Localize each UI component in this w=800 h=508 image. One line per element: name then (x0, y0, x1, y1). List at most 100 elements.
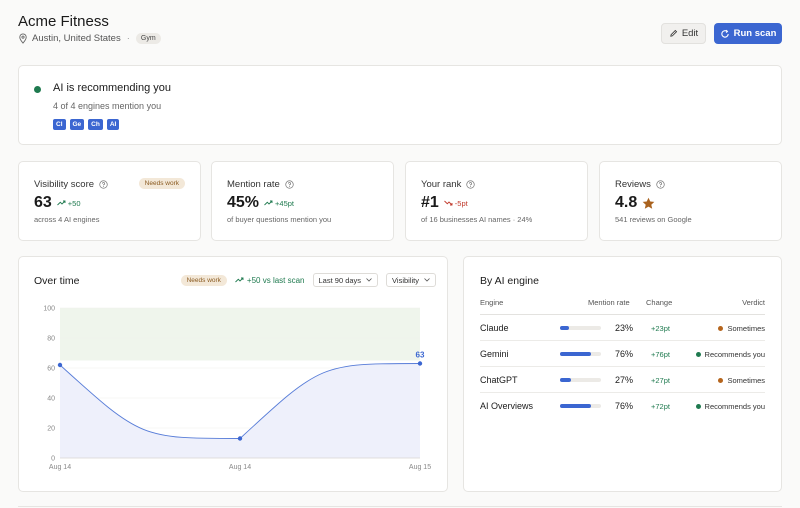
metric-foot: across 4 AI engines (34, 215, 100, 224)
engine-name: Gemini (480, 349, 509, 359)
help-icon[interactable] (99, 180, 108, 189)
col-mention-rate: Mention rate (588, 298, 630, 307)
metric-card-rank: Your rank #1 -5pt of 16 businesses AI na… (405, 161, 588, 241)
x-tick-label: Aug 14 (229, 464, 251, 471)
metric-foot: of 16 businesses AI names · 24% (421, 215, 533, 224)
metric-change: -5pt (443, 198, 468, 208)
status-card: AI is recommending you 4 of 4 engines me… (18, 65, 782, 145)
metric-value: 45% (227, 194, 260, 211)
range-select-value: Last 90 days (318, 275, 362, 285)
trend-down-icon (443, 200, 453, 206)
y-tick-label: 80 (47, 336, 55, 343)
y-tick-label: 0 (51, 456, 55, 463)
verdict-text: Sometimes (727, 324, 765, 333)
metric-change: +45pt (264, 199, 294, 208)
metric-change-text: -5pt (454, 198, 468, 208)
engine-name: AI Overviews (480, 401, 534, 411)
business-name: Acme Fitness (18, 13, 109, 30)
col-engine: Engine (480, 298, 504, 307)
metric-value-row: 4.8 (615, 194, 655, 212)
data-point (57, 362, 63, 368)
bottom-divider (18, 506, 782, 507)
series-area (60, 363, 420, 458)
data-point (237, 436, 243, 441)
pencil-icon (670, 29, 677, 37)
verdict-text: Recommends you (704, 350, 765, 359)
verdict-text: Sometimes (727, 376, 765, 385)
mention-bar-fill (560, 378, 572, 382)
metric-label: Visibility score (34, 179, 108, 190)
table-row[interactable]: Gemini 76% +76pt Recommends you (480, 341, 765, 367)
status-subtitle: 4 of 4 engines mention you (53, 101, 162, 111)
star-icon (642, 197, 655, 209)
needs-work-badge: Needs work (138, 178, 185, 189)
verdict: Recommends you (695, 350, 765, 359)
range-select[interactable]: Last 90 days (312, 273, 379, 287)
change-value: +27pt (651, 376, 670, 385)
table-row[interactable]: AI Overviews 76% +72pt Recommends you (480, 393, 765, 419)
over-time-chart: 0 20 40 60 80 100 63 Aug 14 Aug 14 Aug 15 (43, 306, 431, 472)
metric-select[interactable]: Visibility (386, 273, 436, 287)
mention-bar-fill (560, 352, 592, 356)
location-separator: · (126, 33, 130, 44)
edit-button-label: Edit (681, 28, 699, 39)
metric-change-text: +50 (67, 198, 81, 208)
metric-value: 63 (34, 194, 52, 211)
help-icon[interactable] (466, 180, 475, 189)
status-dot (34, 86, 41, 93)
table-row[interactable]: Claude 23% +23pt Sometimes (480, 315, 765, 341)
mention-bar-fill (560, 404, 592, 408)
help-icon[interactable] (656, 180, 665, 189)
engine-name: Claude (480, 323, 509, 333)
verdict-dot (695, 404, 701, 409)
mention-rate-value: 23% (614, 323, 633, 333)
table-row[interactable]: ChatGPT 27% +27pt Sometimes (480, 367, 765, 393)
y-tick-label: 40 (47, 396, 55, 403)
verdict: Sometimes (718, 324, 765, 333)
metric-label: Reviews (615, 179, 665, 190)
mention-bar-track (560, 352, 601, 356)
trend-up-icon (56, 200, 66, 206)
run-scan-button[interactable]: Run scan (714, 23, 782, 44)
metric-label-text: Reviews (615, 179, 651, 190)
help-icon[interactable] (285, 180, 294, 189)
verdict-dot (718, 378, 724, 383)
metric-value-row: 63 +50 (34, 194, 81, 212)
metric-label: Mention rate (227, 179, 294, 190)
table-divider (480, 314, 765, 315)
col-verdict: Verdict (742, 298, 765, 307)
mention-bar-track (560, 404, 601, 408)
edit-button[interactable]: Edit (661, 23, 706, 44)
verdict-dot (718, 326, 724, 331)
metric-foot: of buyer questions mention you (227, 215, 332, 224)
mention-rate-value: 76% (614, 349, 633, 359)
over-time-card: Over time Needs work +50 vs last scan La… (18, 256, 448, 492)
mention-rate-value: 76% (614, 401, 633, 411)
x-tick-label: Aug 14 (49, 464, 71, 471)
y-tick-label: 60 (47, 366, 55, 373)
change-value: +23pt (651, 324, 670, 333)
location-text: Austin, United States (32, 33, 121, 44)
run-scan-label: Run scan (733, 28, 777, 39)
x-tick-label: Aug 15 (409, 464, 431, 471)
verdict-text: Recommends you (704, 402, 765, 411)
metric-value-row: 45% +45pt (227, 194, 294, 212)
mention-bar-track (560, 326, 601, 330)
trend-up-icon (235, 277, 244, 283)
mention-rate-value: 27% (614, 375, 633, 385)
engine-badge-claude: Cl (53, 119, 66, 130)
location-pin-icon (19, 33, 27, 44)
chart-title: Over time (34, 275, 80, 287)
chevron-down-icon (366, 278, 372, 282)
category-tag: Gym (135, 33, 161, 44)
refresh-icon (720, 29, 729, 38)
verdict-dot (695, 352, 701, 357)
metric-card-reviews: Reviews 4.8 541 reviews on Google (599, 161, 782, 241)
chevron-down-icon (424, 278, 430, 282)
metric-select-value: Visibility (392, 275, 419, 285)
data-point (417, 361, 423, 366)
metric-label-text: Your rank (421, 179, 462, 190)
engine-badge-ai-overviews: AI (106, 119, 120, 130)
metric-change: +50 (56, 198, 81, 208)
chart-change-text: +50 vs last scan (246, 275, 305, 285)
